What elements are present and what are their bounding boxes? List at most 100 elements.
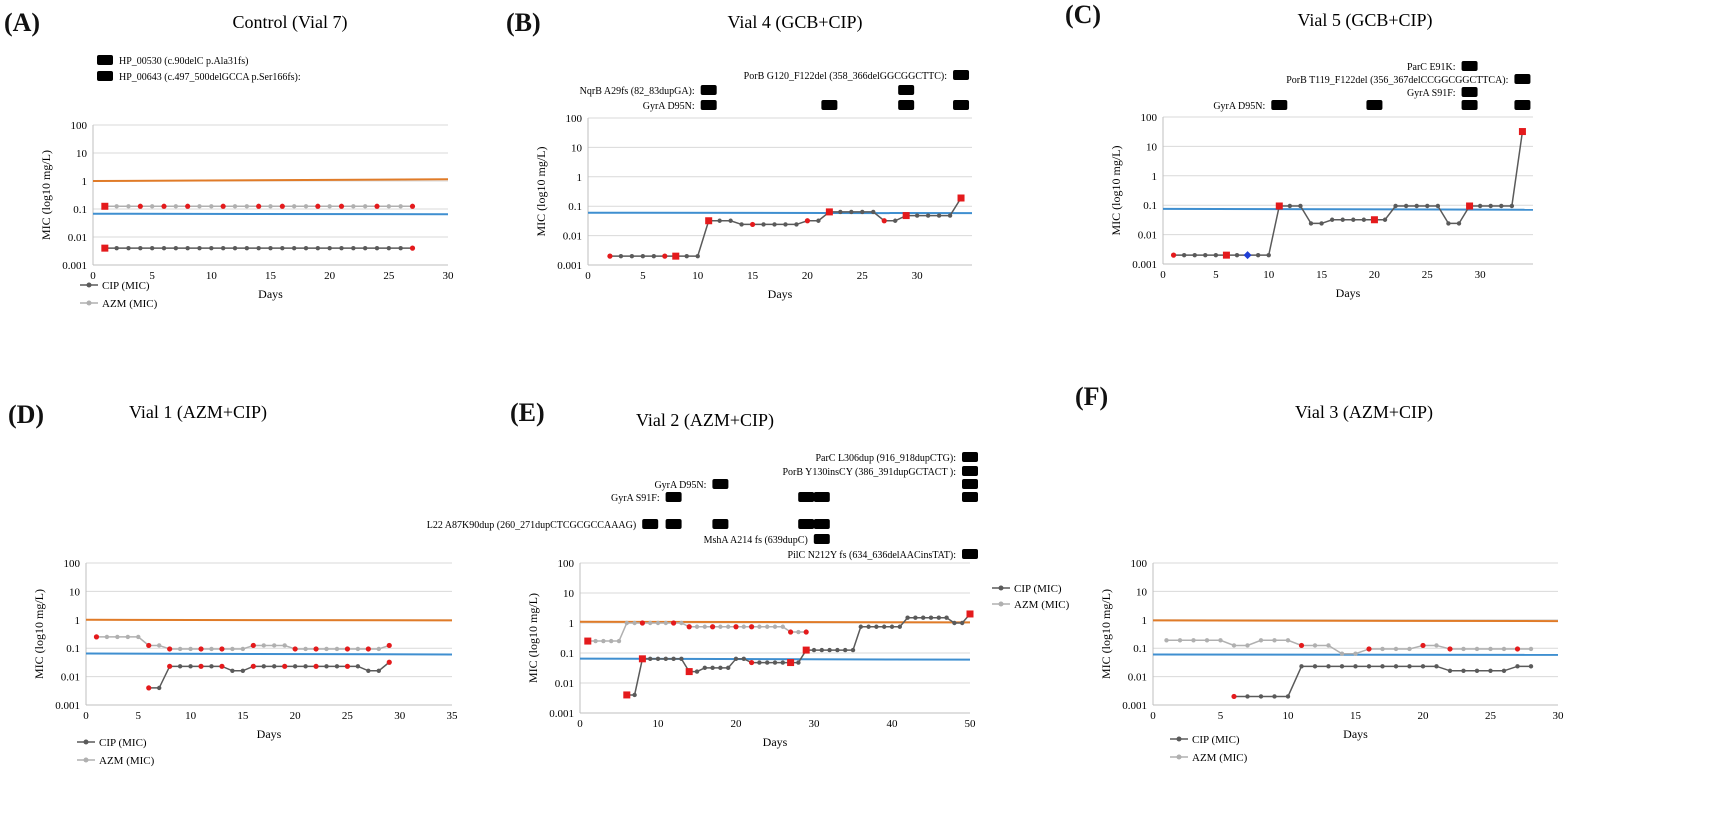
data-point — [114, 204, 119, 209]
legend-label: CIP (MIC) — [1192, 734, 1240, 746]
y-tick-label: 1 — [569, 618, 575, 630]
y-axis-title: MIC (log10 mg/L) — [1099, 589, 1113, 679]
data-point — [1361, 217, 1367, 222]
data-point-red — [250, 642, 256, 649]
data-point — [1403, 203, 1409, 209]
data-point — [177, 664, 183, 669]
mutation-marker — [97, 71, 113, 81]
y-tick-label: 0.1 — [1143, 200, 1157, 212]
data-point — [695, 253, 700, 259]
data-point — [188, 646, 193, 652]
data-point — [351, 204, 356, 209]
data-point — [702, 624, 707, 629]
data-point — [1407, 664, 1412, 669]
data-point — [244, 245, 250, 251]
data-point — [398, 245, 403, 251]
data-point — [197, 245, 202, 251]
data-point — [1181, 252, 1187, 258]
x-tick-label: 10 — [1283, 710, 1295, 722]
panel-letter: (E) — [510, 398, 545, 427]
legend-marker — [998, 601, 1004, 607]
data-point — [1461, 668, 1466, 674]
mutation-marker — [962, 549, 978, 559]
mutation-marker — [813, 534, 830, 544]
data-point — [1298, 203, 1303, 209]
mutation-label: HP_00530 (c.90delC p.Ala31fs) — [119, 56, 248, 67]
data-point — [197, 204, 202, 209]
data-point — [741, 624, 746, 629]
x-tick-label: 20 — [290, 710, 302, 722]
data-point — [772, 660, 778, 665]
data-point — [244, 204, 250, 209]
y-axis-title: MIC (log10 mg/L) — [32, 589, 46, 679]
y-tick-label: 10 — [69, 586, 81, 598]
data-point — [651, 253, 657, 259]
mutation-marker — [798, 519, 815, 529]
y-tick-label: 0.01 — [1128, 672, 1147, 684]
data-point-red — [409, 203, 416, 209]
data-point — [1164, 638, 1169, 643]
data-point — [209, 204, 214, 209]
data-point — [303, 646, 308, 652]
data-point — [882, 624, 887, 629]
mutation-marker — [821, 100, 838, 110]
data-point — [960, 620, 965, 626]
data-point — [663, 620, 668, 626]
data-point-red — [338, 203, 345, 209]
x-axis-title: Days — [1336, 286, 1361, 300]
data-point-red — [167, 646, 173, 652]
data-point — [717, 218, 722, 223]
panel-letter: (D) — [8, 400, 45, 429]
data-point — [780, 660, 785, 665]
data-point — [783, 222, 788, 227]
data-point — [1380, 664, 1385, 669]
data-point — [616, 638, 622, 644]
data-point — [1420, 664, 1426, 669]
x-tick-label: 20 — [324, 270, 336, 282]
data-point — [355, 664, 361, 669]
data-point — [850, 647, 856, 653]
data-point-red-square — [1466, 202, 1474, 210]
data-point — [282, 643, 287, 648]
chart-svg: Vial 1 (AZM+CIP) 0.001 0.01 0.1 1 10 100 0 5 10 15… — [32, 402, 458, 767]
data-point-red-square — [685, 668, 693, 676]
data-point — [1192, 252, 1197, 258]
data-point — [315, 245, 321, 251]
y-tick-label: 0.01 — [555, 678, 574, 690]
data-point — [324, 664, 329, 669]
y-tick-label: 0.001 — [1122, 700, 1147, 712]
panel-letter: (B) — [506, 8, 541, 37]
y-tick-label: 1 — [82, 176, 88, 188]
mutation-marker — [665, 492, 682, 502]
x-axis-title: Days — [1343, 727, 1368, 741]
mutation-marker — [1514, 100, 1531, 110]
data-point-red — [219, 663, 225, 669]
data-point — [1339, 651, 1345, 656]
data-point — [177, 646, 183, 652]
data-point — [648, 656, 653, 662]
data-point — [655, 620, 661, 626]
mutation-marker — [665, 519, 682, 529]
series-line-cip — [1234, 665, 1531, 698]
mutation-marker — [1514, 74, 1531, 84]
data-point — [905, 615, 910, 620]
data-point — [928, 615, 934, 620]
data-point-red-square — [623, 691, 631, 699]
data-point — [1245, 643, 1250, 648]
data-point — [1414, 203, 1419, 209]
legend-marker — [86, 282, 92, 288]
data-point — [843, 647, 848, 653]
data-point — [1287, 203, 1293, 209]
panel-a: Control (Vial 7) 0.001 0.01 0.1 1 10 100 0 5 10 15… — [0, 0, 520, 330]
legend-marker — [998, 585, 1004, 591]
x-axis-title: Days — [258, 287, 283, 301]
data-point-red — [344, 646, 351, 652]
x-tick-label: 50 — [965, 718, 977, 730]
x-tick-label: 10 — [206, 270, 218, 282]
data-point — [816, 218, 821, 223]
mutation-marker — [898, 85, 915, 95]
reference-line-blue — [1162, 207, 1534, 211]
data-point — [1351, 217, 1356, 222]
data-point — [1446, 221, 1451, 226]
data-point — [366, 668, 371, 674]
